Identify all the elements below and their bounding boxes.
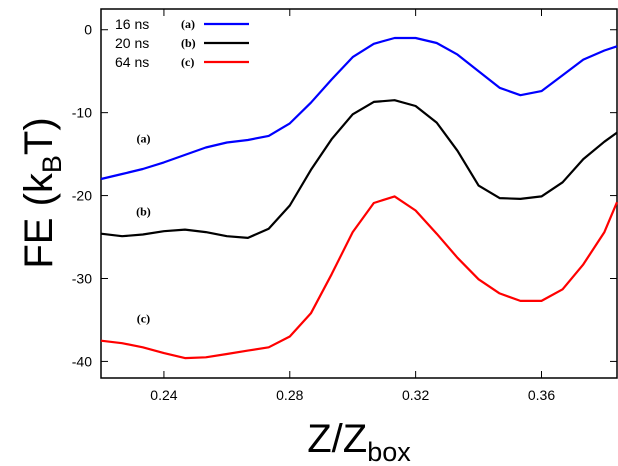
y-tick-label: -30	[72, 270, 92, 286]
legend-label-1: 16 ns	[115, 16, 149, 32]
y-tick-label: -20	[72, 188, 92, 204]
series-line-2	[100, 99, 618, 239]
x-tick-label: 0.32	[402, 387, 429, 403]
legend-tag-3: (c)	[181, 55, 194, 69]
legend: 16 ns (a) 20 ns (b) 64 ns (c)	[115, 16, 249, 70]
x-axis-title-subscript: box	[367, 437, 411, 466]
y-axis-ticks: 0 -10 -20 -30 -40	[72, 22, 617, 369]
legend-label-2: 20 ns	[115, 35, 149, 51]
y-axis-title-subscript: B	[37, 155, 67, 173]
x-tick-label: 0.28	[276, 387, 303, 403]
y-axis-title-end: T)	[17, 117, 61, 155]
curve-annotations: (a) (b) (c)	[136, 132, 151, 326]
curve-annotation-3: (c)	[137, 311, 150, 325]
legend-tag-1: (a)	[181, 17, 195, 31]
curve-annotation-1: (a)	[136, 132, 150, 146]
curve-annotation-2: (b)	[136, 204, 151, 218]
y-axis-title: FE (kBT)	[17, 117, 67, 268]
series-line-3	[100, 195, 618, 360]
series-layer	[100, 36, 618, 360]
y-tick-label: -40	[72, 353, 92, 369]
legend-tag-2: (b)	[181, 36, 196, 50]
plot-frame	[100, 8, 618, 379]
x-axis-title: Z/Zbox	[307, 417, 411, 466]
legend-label-3: 64 ns	[115, 54, 149, 70]
x-tick-label: 0.24	[150, 387, 177, 403]
y-tick-label: -10	[72, 105, 92, 121]
x-axis-ticks: 0.24 0.28 0.32 0.36	[150, 9, 555, 403]
series-line-1	[100, 36, 618, 181]
x-tick-label: 0.36	[528, 387, 555, 403]
y-tick-label: 0	[84, 22, 92, 38]
